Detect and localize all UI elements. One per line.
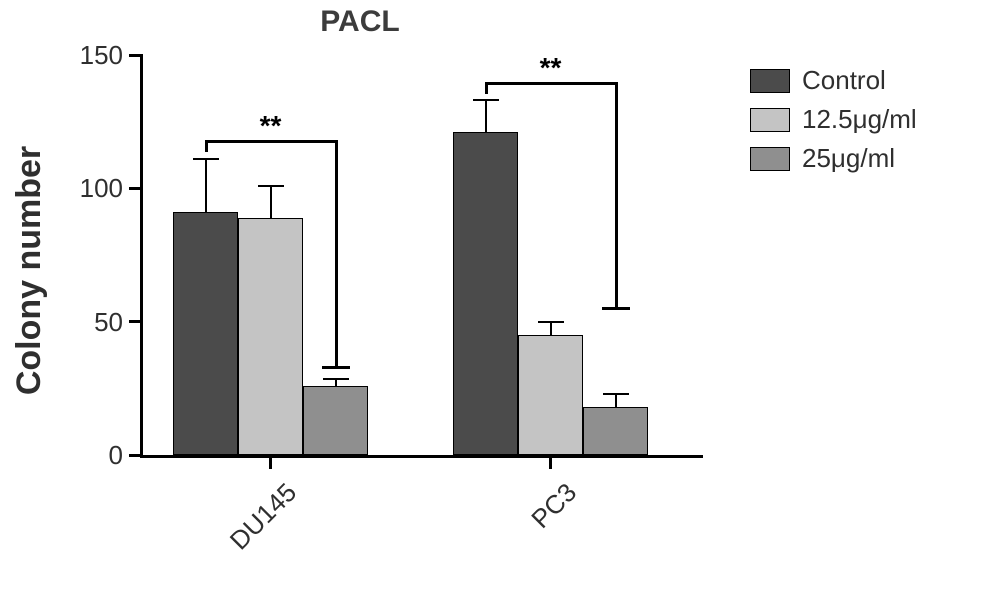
bar — [583, 407, 648, 455]
legend-item: 12.5μg/ml — [750, 104, 970, 135]
legend-label: Control — [802, 65, 886, 96]
y-tick-label: 50 — [73, 307, 123, 338]
bar — [238, 218, 303, 455]
significance-label: ** — [521, 52, 581, 84]
error-cap — [323, 378, 349, 380]
error-cap — [193, 158, 219, 160]
x-tick-label: DU145 — [174, 477, 302, 605]
y-axis-label: Colony number — [11, 145, 50, 394]
y-tick-label: 150 — [73, 40, 123, 71]
legend-label: 12.5μg/ml — [802, 104, 917, 135]
y-tick-label: 0 — [73, 440, 123, 471]
error-bar — [205, 159, 207, 212]
x-tick — [269, 455, 272, 469]
error-bar — [615, 394, 617, 407]
bar — [518, 335, 583, 455]
y-tick — [129, 187, 143, 190]
legend-swatch — [750, 147, 790, 171]
y-tick — [129, 320, 143, 323]
error-cap — [603, 393, 629, 395]
error-cap — [538, 321, 564, 323]
legend-swatch — [750, 69, 790, 93]
y-tick-label: 100 — [73, 173, 123, 204]
y-tick — [129, 454, 143, 457]
x-tick — [549, 455, 552, 469]
error-cap — [473, 99, 499, 101]
error-bar — [270, 186, 272, 218]
error-bar — [550, 322, 552, 335]
significance-label: ** — [241, 110, 301, 142]
error-bar — [485, 100, 487, 132]
plot-area: 050100150DU145**PC3** — [140, 55, 703, 458]
legend-item: 25μg/ml — [750, 143, 970, 174]
y-tick — [129, 54, 143, 57]
pacl-bar-chart: PACL Colony number 050100150DU145**PC3**… — [10, 5, 990, 595]
legend-item: Control — [750, 65, 970, 96]
bar — [303, 386, 368, 455]
error-cap — [258, 185, 284, 187]
x-tick-label: PC3 — [454, 477, 582, 605]
legend-label: 25μg/ml — [802, 143, 895, 174]
bar — [453, 132, 518, 455]
legend-swatch — [750, 108, 790, 132]
y-axis-label-container: Colony number — [10, 55, 50, 485]
chart-title: PACL — [10, 5, 710, 39]
bar — [173, 212, 238, 455]
legend: Control 12.5μg/ml 25μg/ml — [750, 65, 970, 182]
